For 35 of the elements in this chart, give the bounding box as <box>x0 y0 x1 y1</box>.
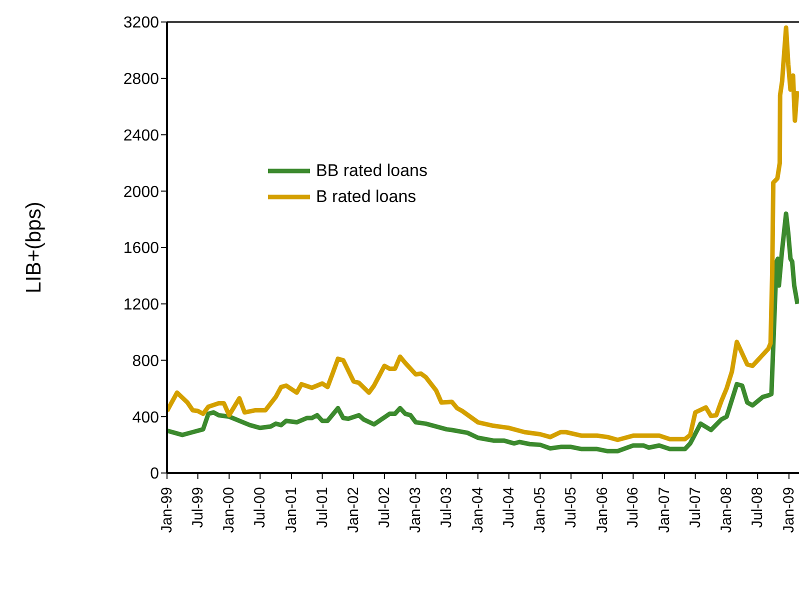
y-tick-label: 2400 <box>123 127 160 144</box>
x-tick-label: Jul-06 <box>624 487 642 528</box>
x-tick-label: Jan-03 <box>407 487 424 533</box>
x-tick-label: Jan-01 <box>282 487 300 533</box>
y-tick-label: 2800 <box>123 71 160 88</box>
y-tick-label: 800 <box>132 352 160 370</box>
x-tick-label: Jan-02 <box>345 487 362 533</box>
x-tick-label: Jul-02 <box>376 487 393 528</box>
y-tick-label: 3200 <box>123 14 160 32</box>
y-tick-label: 0 <box>150 466 160 483</box>
y-tick-label: 400 <box>132 409 160 426</box>
y-axis-title: LIB+(bps) <box>22 202 46 294</box>
x-tick-label: Jul-05 <box>562 487 580 528</box>
x-tick-label: Jul-01 <box>314 487 331 528</box>
x-tick-label: Jan-09 <box>780 487 798 533</box>
line-series <box>167 25 799 442</box>
legend-label: B rated loans <box>316 187 416 207</box>
y-tick-label: 2000 <box>123 184 160 201</box>
x-tick-label: Jan-07 <box>656 487 673 533</box>
x-tick-label: Jul-07 <box>686 487 704 528</box>
y-tick-label: 1200 <box>123 296 160 314</box>
x-tick-label: Jul-99 <box>189 487 206 528</box>
x-tick-label: Jan-05 <box>532 487 549 533</box>
legend-label: BB rated loans <box>316 161 428 181</box>
x-tick-label: Jan-04 <box>469 487 486 533</box>
x-tick-label: Jan-99 <box>158 487 176 533</box>
x-tick-label: Jan-00 <box>220 487 238 533</box>
x-tick-label: Jul-08 <box>749 487 766 528</box>
x-tick-label: Jan-08 <box>718 487 736 533</box>
x-tick-label: Jan-06 <box>594 487 611 533</box>
x-tick-label: Jul-00 <box>252 487 269 528</box>
x-tick-label: Jul-04 <box>500 487 518 528</box>
line-series <box>167 211 799 454</box>
x-tick-label: Jul-03 <box>438 487 456 528</box>
y-tick-label: 1600 <box>123 240 160 258</box>
